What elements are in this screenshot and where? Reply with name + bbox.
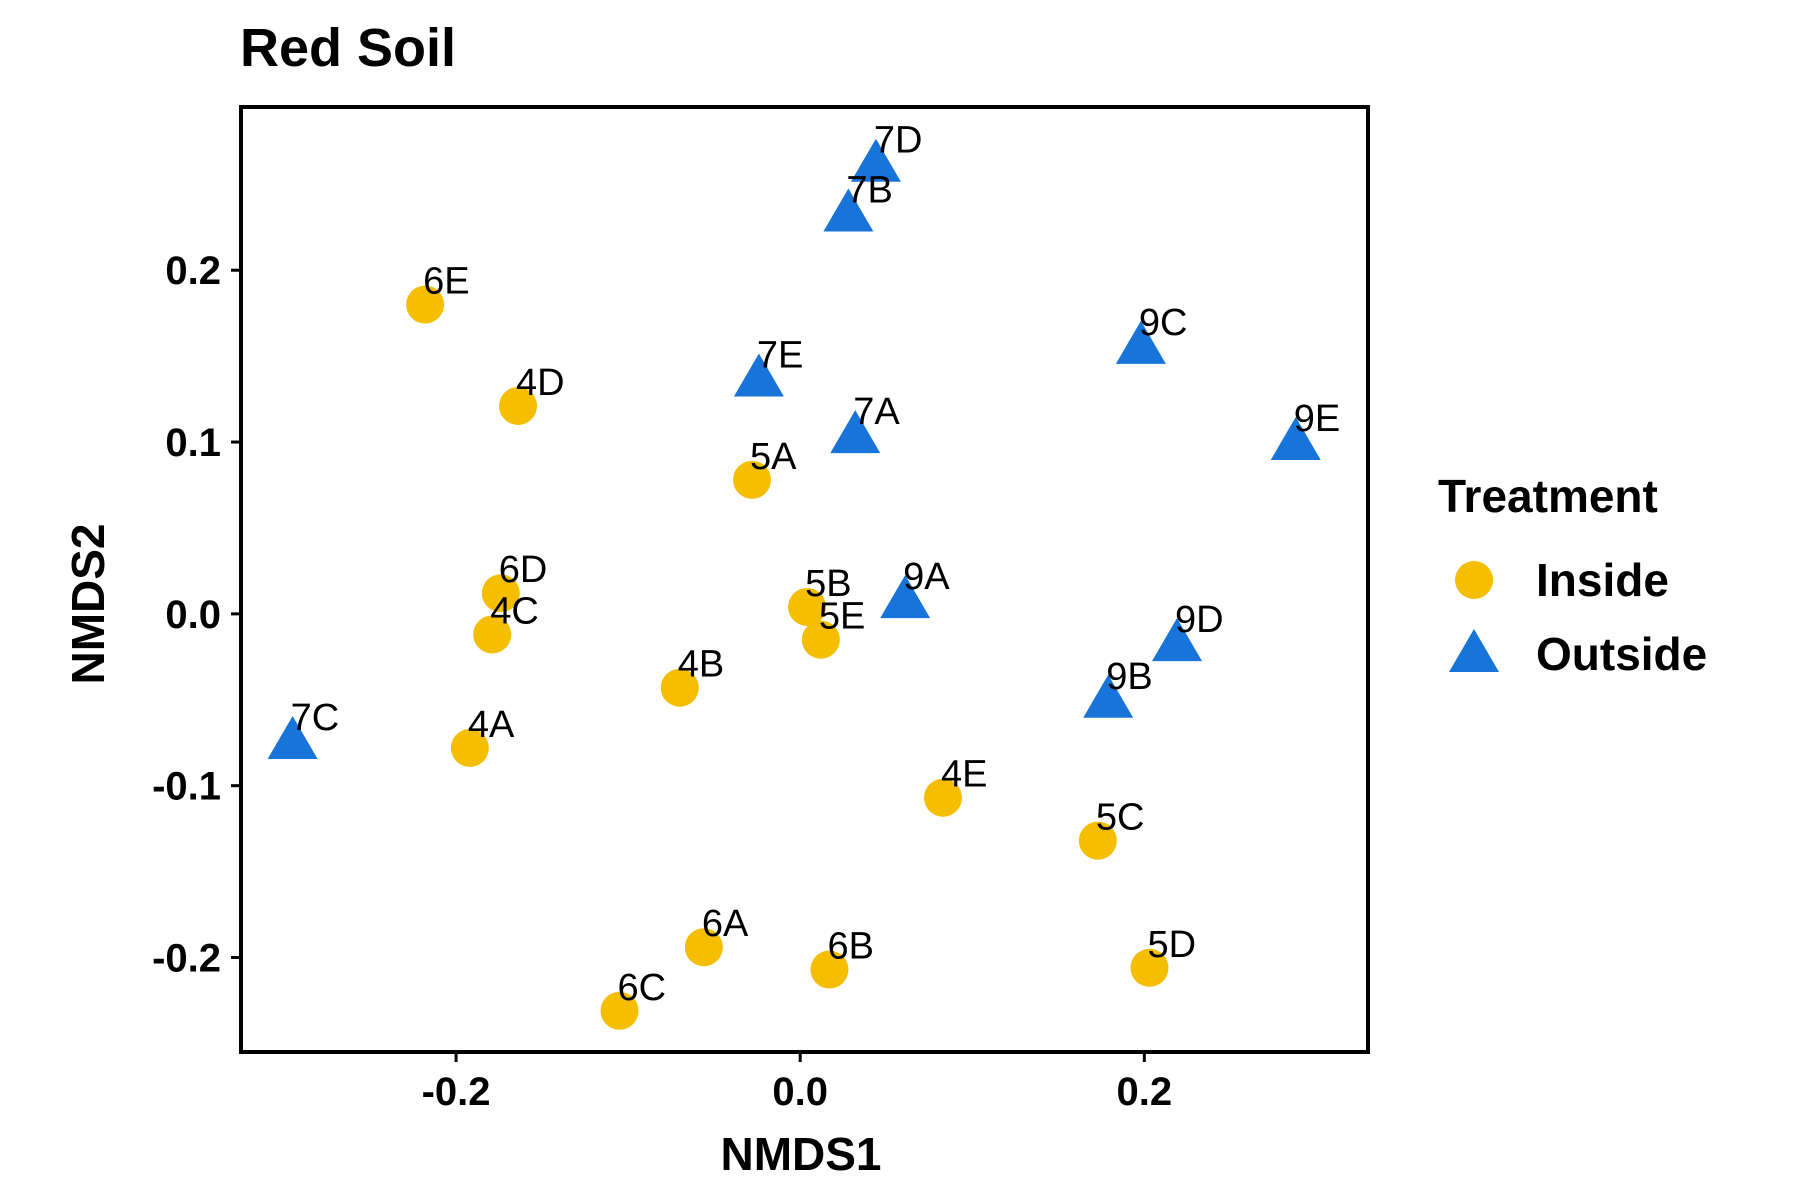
point-label: 6A <box>702 903 749 945</box>
point-label: 6B <box>827 926 873 968</box>
point-label: 7A <box>853 391 900 433</box>
point-label: 6C <box>618 967 667 1009</box>
point-label: 5E <box>819 596 865 638</box>
x-tick-label: 0.0 <box>772 1070 828 1114</box>
point-label: 5D <box>1147 924 1196 966</box>
legend-title: Treatment <box>1438 470 1658 522</box>
triangle-point <box>830 410 881 454</box>
point-label: 9A <box>903 556 950 598</box>
triangle-point <box>850 138 901 182</box>
triangle-point <box>267 716 318 760</box>
circle-point <box>1078 821 1117 860</box>
axes: -0.2 0.0 0.2 -0.2 -0.1 0.0 0.1 0.2 <box>152 105 1370 1114</box>
series-outside: 7D 7B 9C 7E 7A 9E 9A 9D 9B 7C <box>267 120 1340 760</box>
circle-point <box>406 285 445 324</box>
point-label: 5B <box>805 563 851 605</box>
point-label: 5C <box>1096 797 1145 839</box>
circle-point <box>499 386 538 425</box>
triangle-point <box>733 353 784 397</box>
circle-point <box>1130 948 1169 987</box>
point-label: 4D <box>516 362 565 404</box>
triangle-point <box>1115 320 1166 364</box>
plot-panel-border <box>239 105 1370 1054</box>
point-label: 6E <box>423 261 469 303</box>
point-label: 9C <box>1139 302 1188 344</box>
circle-point <box>733 460 772 499</box>
point-label: 7C <box>291 697 340 739</box>
y-tick-label: 0.0 <box>165 593 221 637</box>
y-tick-label: 0.1 <box>165 421 221 465</box>
circle-point <box>473 615 512 654</box>
triangle-point <box>1152 618 1203 662</box>
triangle-point <box>1083 674 1134 718</box>
point-label: 5A <box>750 436 797 478</box>
point-label: 4C <box>490 590 539 632</box>
point-label: 7D <box>874 120 923 162</box>
legend: Treatment Inside Outside <box>1438 470 1707 680</box>
legend-label: Inside <box>1536 554 1669 606</box>
point-label: 9B <box>1106 656 1152 698</box>
circle-point <box>810 950 849 989</box>
circle-point <box>924 778 963 817</box>
legend-circle-key <box>1455 561 1493 599</box>
circle-point <box>801 620 840 659</box>
y-axis-title: NMDS2 <box>62 523 114 684</box>
legend-item-outside: Outside <box>1449 628 1707 680</box>
x-tick-label: 0.2 <box>1117 1070 1173 1114</box>
circle-point <box>788 587 827 626</box>
triangle-point <box>880 575 931 619</box>
y-tick-label: 0.2 <box>165 249 221 293</box>
circle-point <box>660 668 699 707</box>
point-label: 7B <box>846 170 892 212</box>
legend-triangle-key <box>1449 629 1499 672</box>
triangle-point <box>1270 417 1321 461</box>
circle-point <box>481 574 520 613</box>
point-label: 4A <box>468 704 515 746</box>
circle-point <box>600 991 639 1030</box>
point-label: 7E <box>757 334 803 376</box>
circle-point <box>450 728 489 767</box>
point-label: 9E <box>1294 398 1340 440</box>
y-tick-label: -0.2 <box>152 937 221 981</box>
triangle-point <box>823 188 874 232</box>
y-tick-label: -0.1 <box>152 765 221 809</box>
point-label: 6D <box>499 549 548 591</box>
circle-point <box>684 928 723 967</box>
legend-item-inside: Inside <box>1455 554 1669 606</box>
point-label: 4E <box>941 754 987 796</box>
point-label: 9D <box>1175 599 1224 641</box>
x-axis-title: NMDS1 <box>720 1128 881 1180</box>
x-tick-label: -0.2 <box>422 1070 491 1114</box>
legend-label: Outside <box>1536 628 1707 680</box>
chart-title: Red Soil <box>240 18 456 78</box>
point-label: 4B <box>678 644 724 686</box>
